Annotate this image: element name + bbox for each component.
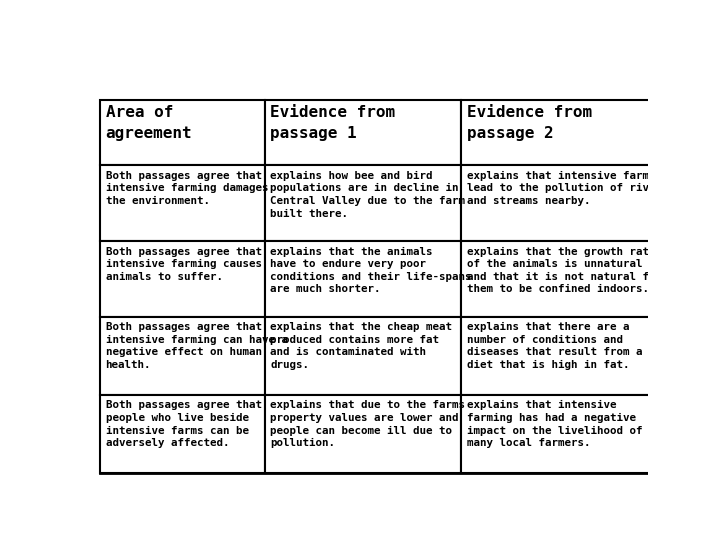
Bar [100, 317, 265, 395]
Bar [265, 395, 461, 473]
Text: Both passages agree that
intensive farming causes
animals to suffer.: Both passages agree that intensive farmi… [106, 246, 261, 282]
Bar [461, 317, 658, 395]
Text: explains how bee and bird
populations are in decline in
Central Valley due to th: explains how bee and bird populations ar… [270, 171, 465, 219]
Text: Area of
agreement: Area of agreement [106, 105, 192, 141]
Text: explains that intensive
farming has had a negative
impact on the livelihood of
m: explains that intensive farming has had … [467, 400, 642, 448]
Text: Evidence from
passage 1: Evidence from passage 1 [270, 105, 395, 141]
Text: explains that there are a
number of conditions and
diseases that result from a
d: explains that there are a number of cond… [467, 322, 642, 370]
Bar [461, 100, 658, 165]
Bar [265, 241, 461, 317]
Bar [100, 100, 658, 473]
Text: Both passages agree that
intensive farming can have a
negative effect on human
h: Both passages agree that intensive farmi… [106, 322, 287, 370]
Text: Both passages agree that
intensive farming damages
the environment.: Both passages agree that intensive farmi… [106, 171, 268, 206]
Bar [461, 395, 658, 473]
Bar [265, 100, 461, 165]
Bar [100, 100, 265, 165]
Text: explains that the animals
have to endure very poor
conditions and their life-spa: explains that the animals have to endure… [270, 246, 472, 294]
Bar [100, 395, 265, 473]
Text: explains that the cheap meat
produced contains more fat
and is contaminated with: explains that the cheap meat produced co… [270, 322, 452, 370]
Text: explains that the growth rates
of the animals is unnatural
and that it is not na: explains that the growth rates of the an… [467, 246, 662, 294]
Bar [461, 165, 658, 241]
Bar [265, 317, 461, 395]
Bar [265, 165, 461, 241]
Text: explains that intensive farms
lead to the pollution of rivers
and streams nearby: explains that intensive farms lead to th… [467, 171, 668, 206]
Bar [461, 241, 658, 317]
Bar [100, 165, 265, 241]
Bar [100, 241, 265, 317]
Text: Evidence from
passage 2: Evidence from passage 2 [467, 105, 592, 141]
Text: Both passages agree that
people who live beside
intensive farms can be
adversely: Both passages agree that people who live… [106, 400, 261, 448]
Text: explains that due to the farms
property values are lower and
people can become i: explains that due to the farms property … [270, 400, 465, 448]
